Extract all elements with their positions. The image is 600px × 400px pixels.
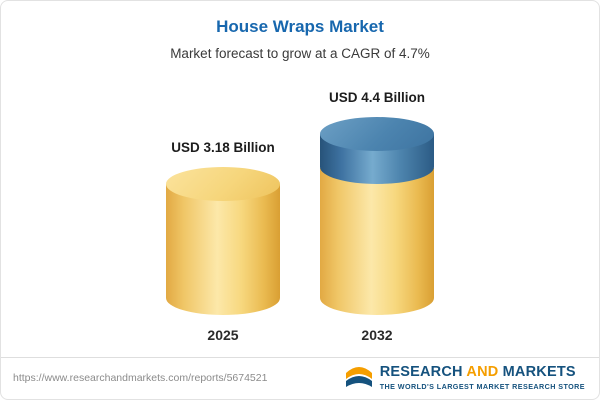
cylinder-2025-top-ellipse <box>166 167 280 201</box>
cylinder-2032-base <box>320 168 434 315</box>
logo-icon <box>344 360 374 395</box>
report-url: https://www.researchandmarkets.com/repor… <box>13 371 268 384</box>
year-label-2025: 2025 <box>207 327 239 343</box>
footer: https://www.researchandmarkets.com/repor… <box>1 357 599 399</box>
chart-title: House Wraps Market <box>216 17 384 36</box>
cylinder-2025-body <box>166 184 280 315</box>
bar-chart: USD 3.18 Billion 2025 USD 4.4 Billion 20… <box>1 61 599 357</box>
logo-wordmark: RESEARCH AND MARKETS <box>380 364 576 380</box>
cylinder-2025 <box>166 167 280 315</box>
logo-word-and: AND <box>466 364 499 380</box>
logo-word-markets: MARKETS <box>502 364 576 380</box>
cylinder-2032-top-ellipse <box>320 117 434 151</box>
cylinder-2032 <box>320 117 434 315</box>
logo-text: RESEARCH AND MARKETS THE WORLD'S LARGEST… <box>380 364 585 391</box>
value-label-2025: USD 3.18 Billion <box>171 140 275 155</box>
logo-word-research: RESEARCH <box>379 364 463 380</box>
research-and-markets-logo: RESEARCH AND MARKETS THE WORLD'S LARGEST… <box>344 360 585 395</box>
logo-tagline: THE WORLD'S LARGEST MARKET RESEARCH STOR… <box>379 382 585 391</box>
value-label-2032: USD 4.4 Billion <box>328 90 426 105</box>
chart-subtitle: Market forecast to grow at a CAGR of 4.7… <box>170 46 430 61</box>
chart-header: House Wraps Market Market forecast to gr… <box>1 1 599 61</box>
bar-group-2032: USD 4.4 Billion 2032 <box>320 90 434 343</box>
year-label-2032: 2032 <box>361 327 393 343</box>
bar-group-2025: USD 3.18 Billion 2025 <box>166 140 280 343</box>
